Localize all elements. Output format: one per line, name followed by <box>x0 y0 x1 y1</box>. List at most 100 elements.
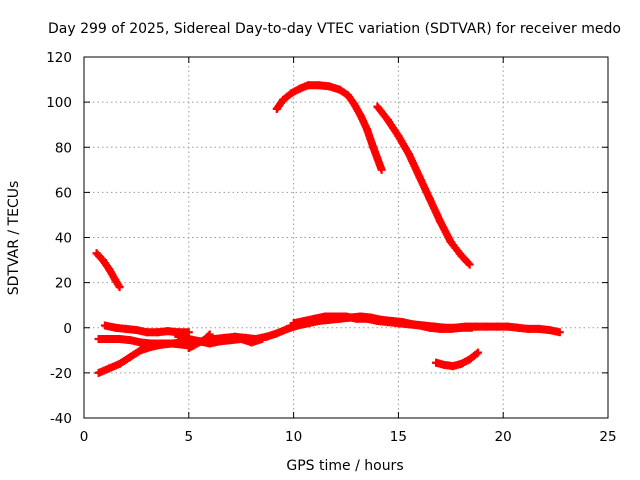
data-point-trace <box>464 259 473 268</box>
data-point <box>100 321 109 330</box>
x-axis-label: GPS time / hours <box>286 458 403 474</box>
data-point <box>193 339 202 348</box>
x-tick-label: 0 <box>80 429 89 445</box>
data-layer <box>92 81 564 377</box>
data-point <box>425 323 434 332</box>
data-point <box>115 283 124 292</box>
data-point <box>174 332 183 341</box>
ticks: 0 5 10 15 20 25 -40 -20 0 20 40 60 80 100 120 <box>46 50 616 445</box>
data-point <box>289 319 298 328</box>
data-point <box>352 314 361 323</box>
data-series-arc-10 <box>432 348 483 371</box>
data-point <box>373 154 382 163</box>
data-series-arc-2 <box>272 81 386 174</box>
data-point <box>115 359 124 368</box>
data-point <box>205 339 214 348</box>
data-point <box>272 329 281 338</box>
y-tick-label: -20 <box>50 366 72 382</box>
data-point <box>105 265 114 274</box>
data-point <box>258 335 267 344</box>
data-point <box>111 323 120 332</box>
x-tick-label: 20 <box>495 429 512 445</box>
x-tick-label: 25 <box>599 429 616 445</box>
data-point <box>436 324 445 333</box>
y-tick-label: 0 <box>63 321 72 337</box>
data-series-arc-3 <box>373 102 474 269</box>
data-point <box>121 324 130 333</box>
data-point <box>482 322 491 331</box>
data-point <box>216 337 225 346</box>
data-point <box>471 322 480 331</box>
y-tick-label: 100 <box>46 95 72 111</box>
data-point <box>163 327 172 336</box>
data-point <box>415 321 424 330</box>
data-point <box>105 364 114 373</box>
data-point <box>201 335 210 344</box>
data-point <box>331 312 340 321</box>
data-point <box>247 338 256 347</box>
data-point <box>342 312 350 321</box>
y-tick-label: 40 <box>55 231 72 247</box>
data-point <box>465 260 474 269</box>
data-point <box>555 328 564 337</box>
data-point <box>344 91 353 100</box>
data-point <box>94 335 103 344</box>
x-tick-label: 15 <box>390 429 407 445</box>
data-point <box>310 314 319 323</box>
data-point <box>465 355 474 364</box>
x-tick-label: 10 <box>285 429 302 445</box>
data-point <box>147 342 156 351</box>
y-tick-label: 20 <box>55 276 72 292</box>
data-point <box>142 328 151 337</box>
data-point <box>436 217 445 226</box>
data-point <box>184 335 193 344</box>
data-point <box>448 362 457 371</box>
data-point <box>205 330 214 339</box>
data-point <box>111 276 120 285</box>
data-point <box>184 344 193 353</box>
data-point <box>350 100 359 109</box>
data-point <box>92 249 101 258</box>
data-point <box>321 312 330 321</box>
data-point <box>446 238 455 247</box>
data-point <box>373 102 382 111</box>
data-point <box>287 89 296 98</box>
data-point <box>404 320 413 329</box>
chart-title: Day 299 of 2025, Sidereal Day-to-day VTE… <box>48 21 621 37</box>
y-tick-label: 120 <box>46 50 72 66</box>
data-series-arc-1 <box>92 249 124 292</box>
data-point <box>262 332 271 341</box>
data-point <box>300 316 309 325</box>
data-point <box>369 143 378 152</box>
data-point <box>314 81 323 90</box>
data-point <box>136 346 145 355</box>
data-point <box>415 172 424 181</box>
data-point <box>373 316 382 325</box>
data-point <box>356 111 365 120</box>
data-point <box>237 335 246 344</box>
data-point <box>524 324 533 333</box>
data-point <box>283 324 292 333</box>
data-point-trace <box>472 349 481 358</box>
data-point <box>474 348 483 357</box>
data-series-arc-7 <box>174 332 267 348</box>
data-point <box>377 165 386 174</box>
data-series-arc-4 <box>100 321 193 337</box>
data-point <box>279 95 288 104</box>
data-point <box>105 335 114 344</box>
y-tick-label: 60 <box>55 185 72 201</box>
data-series-arc-9 <box>289 312 476 333</box>
data-point <box>362 314 371 323</box>
data-point <box>457 359 466 368</box>
data-point <box>545 326 554 335</box>
y-axis-label: SDTVAR / TECUs <box>6 181 22 296</box>
data-point <box>383 116 392 125</box>
data-point <box>226 336 235 345</box>
data-point <box>503 322 512 331</box>
data-point <box>295 84 304 93</box>
data-point <box>98 256 107 265</box>
data-point <box>304 81 313 90</box>
data-point <box>136 338 145 347</box>
